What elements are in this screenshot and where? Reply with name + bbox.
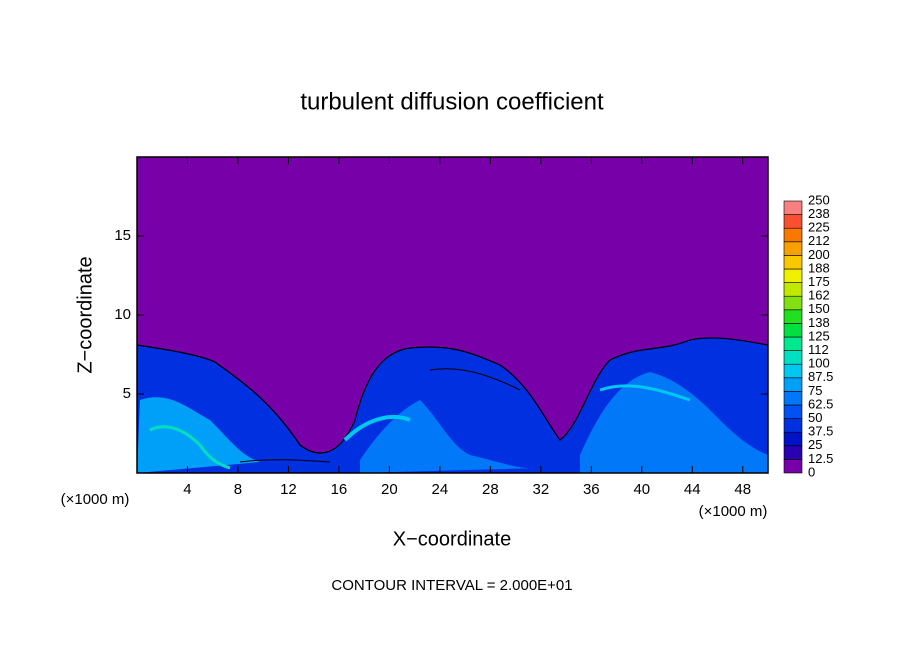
y-tick-label: 5: [123, 385, 131, 402]
colorbar-box: [783, 377, 803, 392]
y-axis-label: Z−coordinate: [74, 256, 96, 373]
colorbar-label: 87.5: [808, 369, 833, 384]
x-tick-label: 12: [280, 481, 297, 498]
field-region: [137, 397, 260, 473]
x-tick-label: 36: [583, 481, 600, 498]
colorbar-label: 162: [808, 288, 830, 303]
field-region: [149, 425, 231, 470]
colorbar-label: 250: [808, 192, 830, 207]
colorbar-label: 25: [808, 437, 822, 452]
y-tick-label: 10: [114, 306, 131, 323]
colorbar-box: [783, 214, 803, 229]
colorbar-label: 0: [808, 464, 815, 479]
x-unit-label: (×1000 m): [61, 491, 130, 508]
colorbar-box: [783, 350, 803, 365]
colorbar-label: 200: [808, 247, 830, 262]
field: [137, 337, 768, 473]
field-region: [599, 384, 691, 402]
colorbar-label: 138: [808, 315, 830, 330]
field-region: [429, 368, 521, 391]
colorbar-box: [783, 309, 803, 324]
x-tick-label: 40: [633, 481, 650, 498]
colorbar-box: [783, 391, 803, 406]
x-tick-label: 44: [684, 481, 701, 498]
x-unit-label: (×1000 m): [699, 503, 768, 520]
colorbar-box: [783, 431, 803, 447]
colorbar-label: 112: [808, 342, 829, 357]
colorbar-label: 225: [808, 220, 830, 235]
colorbar-box: [783, 268, 803, 283]
colorbar-label: 175: [808, 274, 830, 289]
colorbar-box: [783, 363, 803, 379]
colorbar-label: 150: [808, 301, 830, 316]
colorbar-label: 238: [808, 206, 830, 221]
colorbar-box: [783, 295, 803, 311]
colorbar-label: 50: [808, 410, 822, 425]
chart-title: turbulent diffusion coefficient: [300, 88, 604, 115]
colorbar-box: [783, 200, 803, 215]
x-tick-label: 32: [532, 481, 549, 498]
x-tick-label: 8: [234, 481, 242, 498]
colorbar-box: [783, 336, 803, 351]
x-axis-label: X−coordinate: [393, 528, 511, 550]
colorbar-box: [783, 282, 803, 297]
colorbar-box: [783, 404, 803, 419]
x-tick-label: 28: [482, 481, 499, 498]
colorbar-label: 75: [808, 383, 822, 398]
colorbar-label: 125: [808, 328, 830, 343]
colorbar-box: [783, 459, 803, 474]
x-tick-label: 48: [734, 481, 751, 498]
x-tick-label: 4: [183, 481, 191, 498]
x-tick-label: 20: [381, 481, 398, 498]
colorbar-label: 12.5: [808, 451, 833, 466]
colorbar-label: 37.5: [808, 424, 833, 439]
colorbar-box: [783, 418, 803, 433]
colorbar-label: 212: [808, 233, 830, 248]
colorbar-box: [783, 255, 803, 270]
field-region: [343, 414, 411, 442]
y-tick-label: 15: [114, 227, 131, 244]
footnote: CONTOUR INTERVAL = 2.000E+01: [331, 577, 572, 594]
colorbar-box: [783, 227, 803, 243]
colorbar-label: 62.5: [808, 396, 833, 411]
x-tick-label: 24: [432, 481, 449, 498]
colorbar-box: [783, 445, 803, 460]
x-tick-label: 16: [331, 481, 348, 498]
colorbar-box: [783, 241, 803, 256]
field-region: [239, 459, 331, 463]
colorbar-label: 188: [808, 260, 830, 275]
field-region: [580, 372, 768, 473]
colorbar-label: 100: [808, 356, 830, 371]
colorbar-box: [783, 323, 803, 338]
